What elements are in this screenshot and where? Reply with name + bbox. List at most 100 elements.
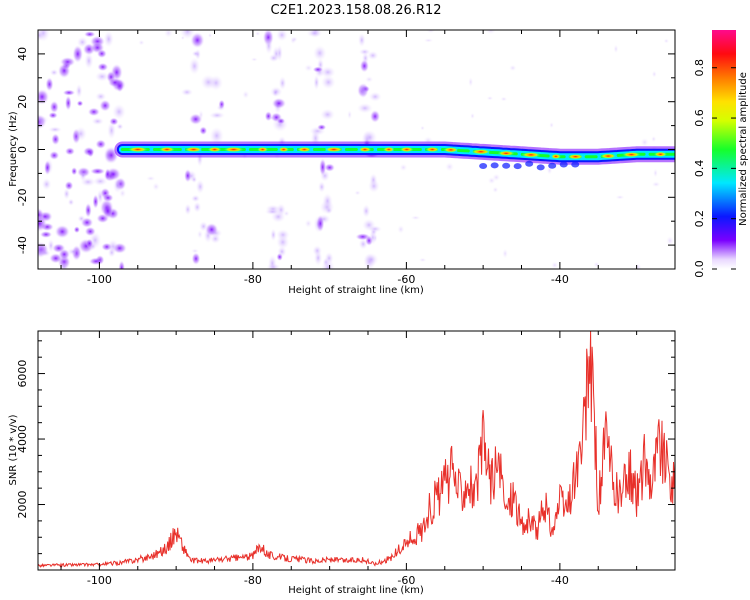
spectrogram-noise-blob xyxy=(58,248,71,260)
spectrogram-noise-blob xyxy=(38,244,45,259)
spectrogram-noise-blob xyxy=(320,66,336,79)
spectrogram-noise-speckle xyxy=(180,35,185,40)
spectrogram-noise-blob xyxy=(276,234,290,250)
ridge-hot-spot xyxy=(521,152,541,158)
spectrogram-noise-speckle xyxy=(373,233,378,243)
snr-x-tick-label: -60 xyxy=(397,574,415,587)
spectrogram-noise-speckle xyxy=(397,224,405,234)
spectrogram-noise-blob xyxy=(64,147,75,156)
ridge-hot-spot xyxy=(443,147,459,153)
spectrogram-noise-blob xyxy=(362,218,376,232)
spectrogram-noise-blob xyxy=(84,202,92,218)
spectrogram-noise-blob xyxy=(75,83,83,98)
spectrogram-noise-blob xyxy=(368,91,382,102)
ridge-hot-spot xyxy=(128,146,148,153)
spectrogram-noise-speckle xyxy=(423,38,434,43)
spectrogram-noise-speckle xyxy=(250,57,258,62)
spectrogram-noise-speckle xyxy=(549,122,554,129)
spectrogram-noise-blob xyxy=(91,117,104,126)
spectrogram-noise-blob xyxy=(324,163,335,172)
spectrogram-noise-speckle xyxy=(304,219,313,228)
ridge-hot-spot xyxy=(600,153,617,159)
snr-x-tick-label: -80 xyxy=(244,574,262,587)
colorbar-label: Normalized spectral amplitude xyxy=(738,72,749,226)
spectrogram-noise-blob xyxy=(195,179,205,194)
spectrogram-noise-blob xyxy=(79,169,87,182)
spectrogram-noise-blob xyxy=(369,173,378,187)
spectrogram-x-ticks: -100 -80 -60 -40 xyxy=(60,30,676,286)
ridge-hot-spot xyxy=(297,146,312,153)
spectrogram-noise-blob xyxy=(51,133,60,146)
spectrogram-noise-speckle xyxy=(651,135,657,143)
spectrogram-noise-speckle xyxy=(492,186,499,194)
spectrogram-noise-blob xyxy=(278,76,287,91)
ridge-hot-spot xyxy=(497,150,515,156)
snr-y-tick-label: 2000 xyxy=(16,491,29,519)
spectrogram-noise-blob xyxy=(41,178,52,191)
ridge-hot-spot xyxy=(471,149,491,155)
spectrogram-x-tick-label: -80 xyxy=(244,273,262,286)
spectrogram-noise-speckle xyxy=(666,236,675,246)
spectrogram-noise-speckle xyxy=(487,176,496,185)
snr-x-ticks: -100 -80 -60 -40 xyxy=(60,331,676,587)
spectrogram-noise-blob xyxy=(74,126,87,142)
spectrogram-noise-blob xyxy=(93,176,108,186)
spectrogram-noise-blob xyxy=(95,71,110,82)
spectrogram-noise-blob xyxy=(320,108,335,121)
spectrogram-noise-blob xyxy=(276,117,286,125)
ridge-hot-spot xyxy=(223,146,244,153)
spectrogram-noise-speckle xyxy=(613,44,619,54)
spectrogram-ridge-layer xyxy=(114,141,675,171)
snr-y-axis-label: SNR (10 * v/v) xyxy=(8,414,19,485)
spectrogram-noise-blob xyxy=(191,50,200,57)
ridge-hot-spot xyxy=(654,151,667,157)
spectrogram-noise-speckle xyxy=(410,215,421,221)
spectrogram-noise-blob xyxy=(313,74,320,91)
spectrogram-noise-blob xyxy=(88,257,104,266)
spectrogram-noise-blob xyxy=(218,99,225,110)
spectrogram-noise-blob xyxy=(357,103,373,114)
spectrogram-noise-blob xyxy=(107,239,119,254)
spectrogram-noise-blob xyxy=(62,89,76,96)
spectrogram-noise-blob xyxy=(191,194,201,203)
spectrogram-noise-speckle xyxy=(509,64,517,72)
spectrogram-noise-blob xyxy=(184,203,192,216)
spectrogram-noise-blob xyxy=(84,52,94,70)
spectrogram-noise-blob xyxy=(67,198,75,206)
spectrogram-noise-blob xyxy=(64,180,74,191)
spectrogram-noise-blob xyxy=(264,37,273,55)
spectrogram-noise-blob xyxy=(319,158,327,177)
spectrogram-noise-blob xyxy=(359,83,368,99)
spectrogram-noise-speckle xyxy=(118,188,127,198)
spectrogram-noise-blob xyxy=(87,107,100,117)
ridge-lower-lobe xyxy=(502,162,511,169)
ridge-hot-spot xyxy=(278,146,289,153)
spectrogram-noise-speckle xyxy=(138,39,145,46)
snr-x-tick-label: -40 xyxy=(551,574,569,587)
spectrogram-noise-speckle xyxy=(255,31,261,37)
spectrogram-x-tick-label: -60 xyxy=(397,273,415,286)
spectrogram-noise-blob xyxy=(369,109,381,123)
spectrogram-y-tick-label: 20 xyxy=(16,95,29,109)
spectrogram-noise-speckle xyxy=(663,38,670,44)
spectrogram-noise-blob xyxy=(38,88,50,105)
spectrogram-noise-blob xyxy=(184,168,192,183)
spectrogram-noise-speckle xyxy=(191,248,199,254)
spectrogram-noise-blob xyxy=(102,202,113,219)
spectrogram-noise-speckle xyxy=(485,30,496,35)
spectrogram-noise-blob xyxy=(272,88,279,97)
spectrogram-noise-blob xyxy=(49,100,59,114)
spectrogram-noise-blob xyxy=(118,260,125,269)
spectrogram-noise-blob xyxy=(271,97,287,109)
ridge-hot-spot xyxy=(324,146,343,153)
ridge-lower-lobe xyxy=(536,164,545,171)
colorbar-tick-label: 0.8 xyxy=(693,59,706,77)
spectrogram-noise-speckle xyxy=(163,30,174,38)
ridge-hot-spot xyxy=(358,146,372,153)
spectrogram-noise-blob xyxy=(321,75,336,90)
spectrogram-noise-blob xyxy=(107,121,116,140)
spectrogram-noise-blob xyxy=(107,77,122,88)
spectrogram-noise-blob xyxy=(324,252,334,265)
spectrogram-noise-speckle xyxy=(196,229,203,239)
